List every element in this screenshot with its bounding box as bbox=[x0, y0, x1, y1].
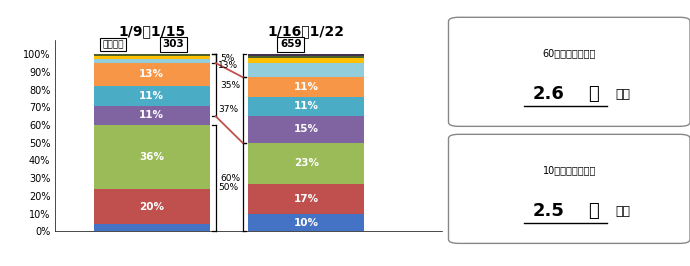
Bar bbox=[94, 63, 210, 86]
Bar bbox=[248, 56, 364, 58]
Text: 15%: 15% bbox=[294, 124, 319, 134]
Bar bbox=[94, 54, 210, 56]
Text: 陰性者数: 陰性者数 bbox=[102, 40, 124, 49]
Bar bbox=[94, 56, 210, 59]
Text: 2.5: 2.5 bbox=[533, 202, 564, 220]
Bar bbox=[248, 184, 364, 214]
Text: 11%: 11% bbox=[139, 91, 164, 101]
Bar bbox=[94, 189, 210, 224]
Text: 659: 659 bbox=[280, 39, 302, 49]
Text: 303: 303 bbox=[162, 39, 184, 49]
Bar bbox=[248, 54, 364, 56]
Text: 11%: 11% bbox=[139, 110, 164, 120]
Bar bbox=[248, 116, 364, 143]
Bar bbox=[94, 106, 210, 125]
Bar bbox=[248, 77, 364, 97]
Bar bbox=[248, 58, 364, 63]
Bar bbox=[248, 214, 364, 231]
Bar bbox=[94, 59, 210, 63]
Bar bbox=[94, 125, 210, 189]
Text: 倍: 倍 bbox=[588, 202, 599, 220]
Bar bbox=[94, 86, 210, 106]
Text: 1/16＾1/22: 1/16＾1/22 bbox=[268, 24, 345, 38]
Bar bbox=[94, 224, 210, 231]
Text: 50%: 50% bbox=[218, 182, 238, 192]
Text: 10歳未満の割合が: 10歳未満の割合が bbox=[542, 166, 596, 176]
Text: 20%: 20% bbox=[139, 202, 164, 211]
Bar bbox=[248, 63, 364, 77]
Text: 13%: 13% bbox=[139, 69, 164, 80]
Text: 35%: 35% bbox=[220, 81, 240, 90]
Text: 36%: 36% bbox=[139, 152, 164, 162]
Text: 倍: 倍 bbox=[588, 85, 599, 103]
Text: 11%: 11% bbox=[294, 82, 319, 92]
Text: 増加: 増加 bbox=[615, 205, 631, 218]
Text: 60%: 60% bbox=[220, 174, 240, 183]
Text: 1/9＾1/15: 1/9＾1/15 bbox=[118, 24, 186, 38]
Text: 増加: 増加 bbox=[615, 88, 631, 101]
Text: 37%: 37% bbox=[218, 105, 238, 114]
Text: 23%: 23% bbox=[294, 158, 319, 168]
Bar bbox=[248, 143, 364, 184]
Text: 17%: 17% bbox=[294, 194, 319, 203]
Text: 10%: 10% bbox=[294, 218, 319, 227]
Text: 60代以上の割合が: 60代以上の割合が bbox=[542, 49, 596, 59]
Text: 13%: 13% bbox=[218, 61, 238, 70]
Text: 5%: 5% bbox=[220, 54, 235, 63]
Text: 2.6: 2.6 bbox=[533, 85, 564, 103]
Bar bbox=[248, 97, 364, 116]
Text: 11%: 11% bbox=[294, 101, 319, 111]
